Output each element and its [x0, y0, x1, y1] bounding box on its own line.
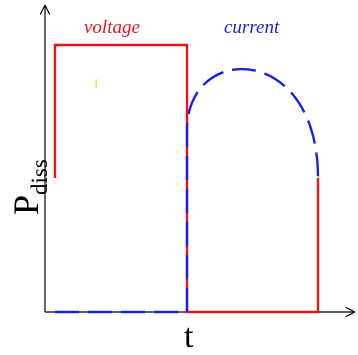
y-axis-label-main: P [6, 195, 46, 215]
y-axis-label-sub: diss [27, 159, 52, 195]
voltage-label: voltage [84, 17, 140, 38]
y-axis-label: Pdiss [6, 159, 52, 215]
svg-text:Pdiss: Pdiss [6, 159, 52, 215]
current-label: current [224, 17, 280, 38]
current-waveform [55, 68, 320, 314]
x-axis-label: t [184, 318, 194, 355]
mark-label: I [94, 76, 98, 91]
